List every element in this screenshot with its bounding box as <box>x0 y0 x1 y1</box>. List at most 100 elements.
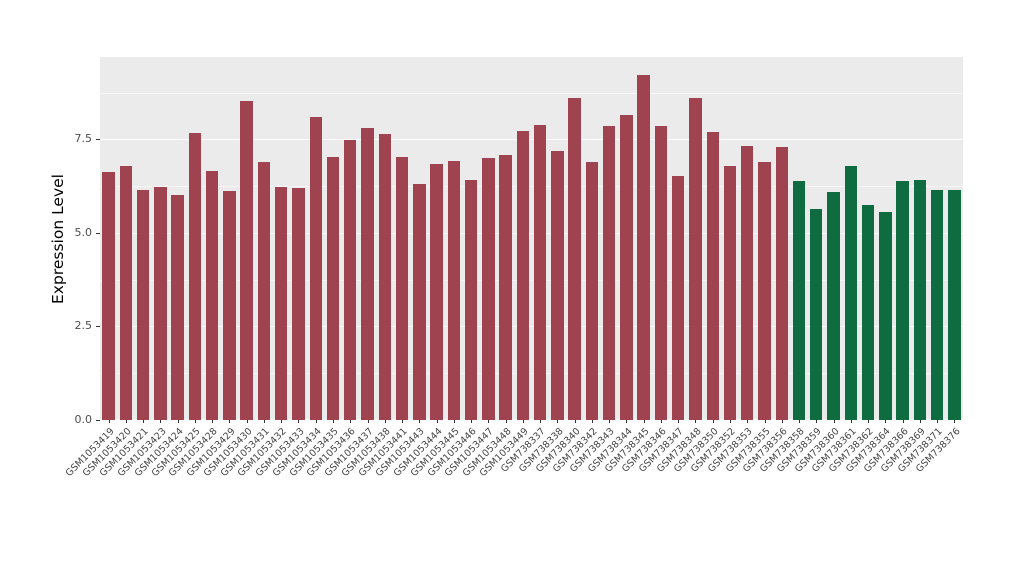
bar <box>413 184 426 420</box>
x-tick <box>419 420 421 423</box>
x-tick <box>540 420 542 423</box>
x-tick <box>194 420 196 423</box>
x-tick <box>522 420 524 423</box>
x-tick <box>764 420 766 423</box>
gridline-minor <box>100 186 963 188</box>
gridline-minor <box>100 373 963 375</box>
x-tick <box>781 420 783 423</box>
x-tick <box>315 420 317 423</box>
bar <box>223 190 236 420</box>
x-tick <box>384 420 386 423</box>
bar <box>326 157 340 420</box>
bar <box>568 98 581 420</box>
bar <box>723 165 737 420</box>
bar <box>447 161 461 420</box>
x-tick <box>591 420 593 423</box>
y-tick <box>96 139 100 141</box>
x-tick <box>453 420 455 423</box>
x-tick <box>557 420 559 423</box>
bar <box>102 172 115 420</box>
x-tick <box>402 420 404 423</box>
x-tick <box>626 420 628 423</box>
bar <box>775 146 788 420</box>
y-tick-label: 0.0 <box>74 413 93 426</box>
bar <box>275 187 288 420</box>
x-tick <box>850 420 852 423</box>
x-tick <box>333 420 334 423</box>
bar <box>292 187 305 420</box>
x-tick <box>143 420 145 423</box>
gridline-major <box>100 326 963 328</box>
bar <box>896 180 909 420</box>
x-tick <box>350 420 352 423</box>
y-tick <box>96 232 100 234</box>
x-tick <box>108 420 110 423</box>
x-tick <box>367 420 369 423</box>
x-tick <box>125 420 127 423</box>
bar <box>637 74 650 420</box>
bar <box>361 128 374 420</box>
bar <box>344 140 357 420</box>
bar <box>533 125 547 420</box>
bar <box>136 189 150 420</box>
y-axis-title: Expression Level <box>49 174 67 304</box>
x-tick <box>574 420 576 423</box>
x-tick <box>902 420 904 423</box>
gridline-minor <box>100 279 963 281</box>
bar <box>689 98 702 420</box>
x-tick <box>799 420 801 423</box>
bar <box>792 180 806 420</box>
x-tick <box>643 420 645 423</box>
x-tick <box>246 420 248 423</box>
bar <box>602 126 616 420</box>
bar <box>464 179 478 420</box>
bar <box>499 155 512 420</box>
x-tick <box>471 420 473 423</box>
bar <box>741 146 754 420</box>
bar <box>810 208 823 420</box>
bar <box>948 190 961 420</box>
x-tick <box>712 420 714 423</box>
gridline-major <box>100 139 963 141</box>
x-tick <box>177 420 179 423</box>
x-tick <box>833 420 835 423</box>
x-tick <box>937 420 939 423</box>
y-tick <box>96 326 100 328</box>
y-tick <box>96 420 100 421</box>
x-tick <box>747 420 749 423</box>
bar <box>257 161 271 420</box>
x-tick <box>281 420 283 423</box>
x-tick <box>678 420 680 423</box>
y-tick-label: 7.5 <box>74 132 93 146</box>
bar <box>395 156 409 420</box>
bar <box>671 176 685 420</box>
x-tick <box>954 420 956 423</box>
x-tick <box>229 420 231 423</box>
bar <box>930 189 944 420</box>
bar <box>482 158 495 420</box>
bar <box>154 187 167 420</box>
bar <box>205 170 219 420</box>
bar <box>378 133 391 420</box>
bar <box>516 131 530 420</box>
bar <box>309 116 322 420</box>
y-tick-label: 5.0 <box>74 225 93 239</box>
x-tick <box>660 420 662 423</box>
x-tick <box>729 420 731 423</box>
gridline-major <box>100 232 963 234</box>
x-tick <box>885 420 887 423</box>
x-tick <box>868 420 870 423</box>
x-tick <box>609 420 611 423</box>
bar <box>844 166 858 420</box>
bar <box>430 163 443 420</box>
x-tick <box>298 420 300 423</box>
x-tick <box>505 420 507 423</box>
x-tick <box>695 420 697 423</box>
x-tick <box>919 420 921 423</box>
bar <box>240 101 253 420</box>
x-tick <box>816 420 818 423</box>
bar <box>706 131 719 420</box>
x-tick <box>436 420 438 423</box>
bar <box>188 132 202 420</box>
